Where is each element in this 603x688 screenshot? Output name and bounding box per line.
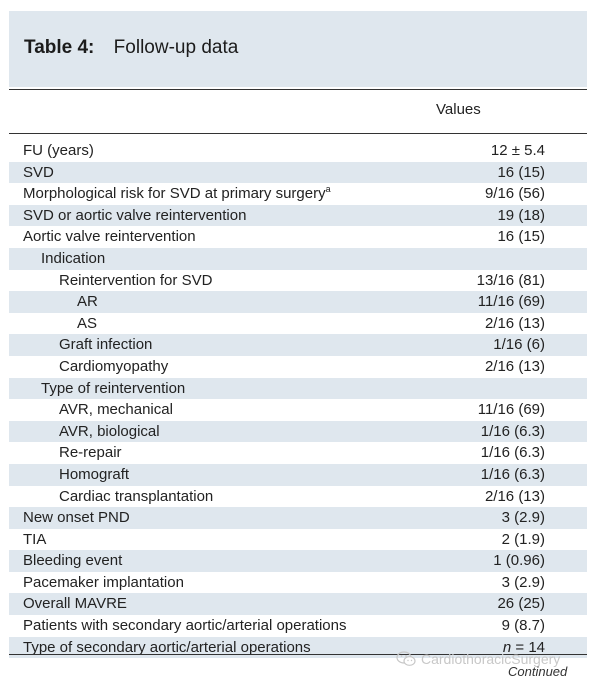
table-row: Homograft 1/16 (6.3) — [9, 463, 587, 486]
table-row: Indication — [9, 247, 587, 270]
row-value: 1 (0.96) — [493, 552, 545, 570]
table-row: Type of reintervention — [9, 377, 587, 400]
row-value: 19 (18) — [497, 206, 545, 224]
wechat-icon — [396, 651, 416, 666]
row-label: SVD — [23, 163, 54, 181]
row-value: 1/16 (6.3) — [480, 422, 545, 440]
header-top-rule — [9, 89, 587, 91]
table-row: Morphological risk for SVD at primary su… — [9, 183, 587, 205]
table-label: Table 4: — [24, 37, 95, 58]
table-title: Table 4: Follow-up data — [24, 37, 238, 59]
table-row: Aortic valve reintervention 16 (15) — [9, 226, 587, 248]
table-row: Type of secondary aortic/arterial operat… — [9, 636, 587, 659]
table-row: Cardiomyopathy 2/16 (13) — [9, 356, 587, 378]
row-value: 1/16 (6) — [493, 336, 545, 354]
row-value: 11/16 (69) — [477, 401, 545, 419]
row-value: 16 (15) — [497, 228, 545, 246]
table-row: AS 2/16 (13) — [9, 313, 587, 335]
table-row: Pacemaker implantation 3 (2.9) — [9, 572, 587, 594]
row-value: 11/16 (69) — [477, 293, 545, 311]
row-label: Re-repair — [59, 444, 122, 462]
row-label: TIA — [23, 530, 47, 548]
table-row: SVD 16 (15) — [9, 161, 587, 184]
table-row: AVR, mechanical 11/16 (69) — [9, 399, 587, 421]
table-row: AVR, biological 1/16 (6.3) — [9, 420, 587, 443]
table-bottom-rule — [9, 654, 587, 656]
row-label: Cardiomyopathy — [59, 357, 169, 375]
row-value: 9/16 (56) — [484, 185, 545, 203]
row-label-footnote-marker: a — [325, 184, 331, 195]
row-value: 2/16 (13) — [484, 357, 545, 375]
watermark: CardiothoracicSurgery — [396, 651, 560, 667]
row-label: AS — [77, 314, 98, 332]
row-label: Morphological risk for SVD at primary su… — [23, 185, 326, 203]
row-value: n = 14 — [429, 637, 545, 659]
row-label: Overall MAVRE — [23, 595, 127, 613]
table-row: FU (years) 12 ± 5.4 — [9, 140, 587, 162]
values-column-header: Values — [436, 101, 481, 118]
row-label: Cardiac transplantation — [59, 487, 214, 505]
row-label: AVR, mechanical — [59, 401, 173, 419]
table-title-band — [9, 11, 587, 87]
watermark-text: CardiothoracicSurgery — [421, 651, 561, 667]
row-value-text: = 14 — [511, 638, 545, 656]
table-row: Patients with secondary aortic/arterial … — [9, 615, 587, 637]
row-label: AR — [77, 293, 98, 311]
continued-label: Continued — [508, 664, 568, 679]
table-caption: Follow-up data — [113, 37, 239, 58]
row-label: Pacemaker implantation — [23, 573, 184, 591]
row-label: Homograft — [59, 465, 130, 483]
row-value: 2/16 (13) — [484, 487, 545, 505]
row-label: Bleeding event — [23, 552, 123, 570]
header-bottom-rule — [9, 133, 587, 134]
table-row: TIA 2 (1.9) — [9, 529, 587, 551]
row-value: 2 (1.9) — [501, 530, 545, 548]
table-row: Re-repair 1/16 (6.3) — [9, 442, 587, 464]
row-value: 2/16 (13) — [484, 314, 545, 332]
row-label: New onset PND — [23, 509, 130, 527]
table-row: AR 11/16 (69) — [9, 291, 587, 313]
row-label-group: Morphological risk for SVD at primary su… — [23, 183, 331, 205]
row-value: 3 (2.9) — [501, 573, 545, 591]
row-value: 26 (25) — [497, 595, 545, 613]
row-value: 9 (8.7) — [501, 617, 545, 635]
table-row: New onset PND 3 (2.9) — [9, 507, 587, 529]
table-row: Bleeding event 1 (0.96) — [9, 550, 587, 572]
row-label: Type of secondary aortic/arterial operat… — [23, 638, 311, 656]
row-label: Type of reintervention — [41, 379, 186, 397]
table-row: Graft infection 1/16 (6) — [9, 334, 587, 356]
row-label: Indication — [41, 249, 106, 267]
row-label: Aortic valve reintervention — [23, 228, 196, 246]
row-value: 3 (2.9) — [501, 509, 545, 527]
table-row: Reintervention for SVD 13/16 (81) — [9, 270, 587, 292]
table-row: Overall MAVRE 26 (25) — [9, 593, 587, 616]
row-value-italic: n — [502, 638, 512, 656]
row-label: Reintervention for SVD — [59, 271, 213, 289]
row-label: AVR, biological — [59, 422, 160, 440]
row-label: SVD or aortic valve reintervention — [23, 206, 247, 224]
table-row: Cardiac transplantation 2/16 (13) — [9, 486, 587, 508]
row-value: 1/16 (6.3) — [480, 444, 545, 462]
row-value: 16 (15) — [497, 163, 545, 181]
row-value: 1/16 (6.3) — [480, 465, 545, 483]
table-body: FU (years) 12 ± 5.4 SVD 16 (15) Morphologica… — [9, 140, 587, 659]
table-row: SVD or aortic valve reintervention 19 (18… — [9, 204, 587, 227]
row-label: Graft infection — [59, 336, 153, 354]
row-label: Patients with secondary aortic/arterial … — [23, 617, 347, 635]
row-value: 12 ± 5.4 — [490, 142, 545, 159]
row-value: 13/16 (81) — [476, 271, 545, 289]
row-label: FU (years) — [23, 142, 94, 159]
